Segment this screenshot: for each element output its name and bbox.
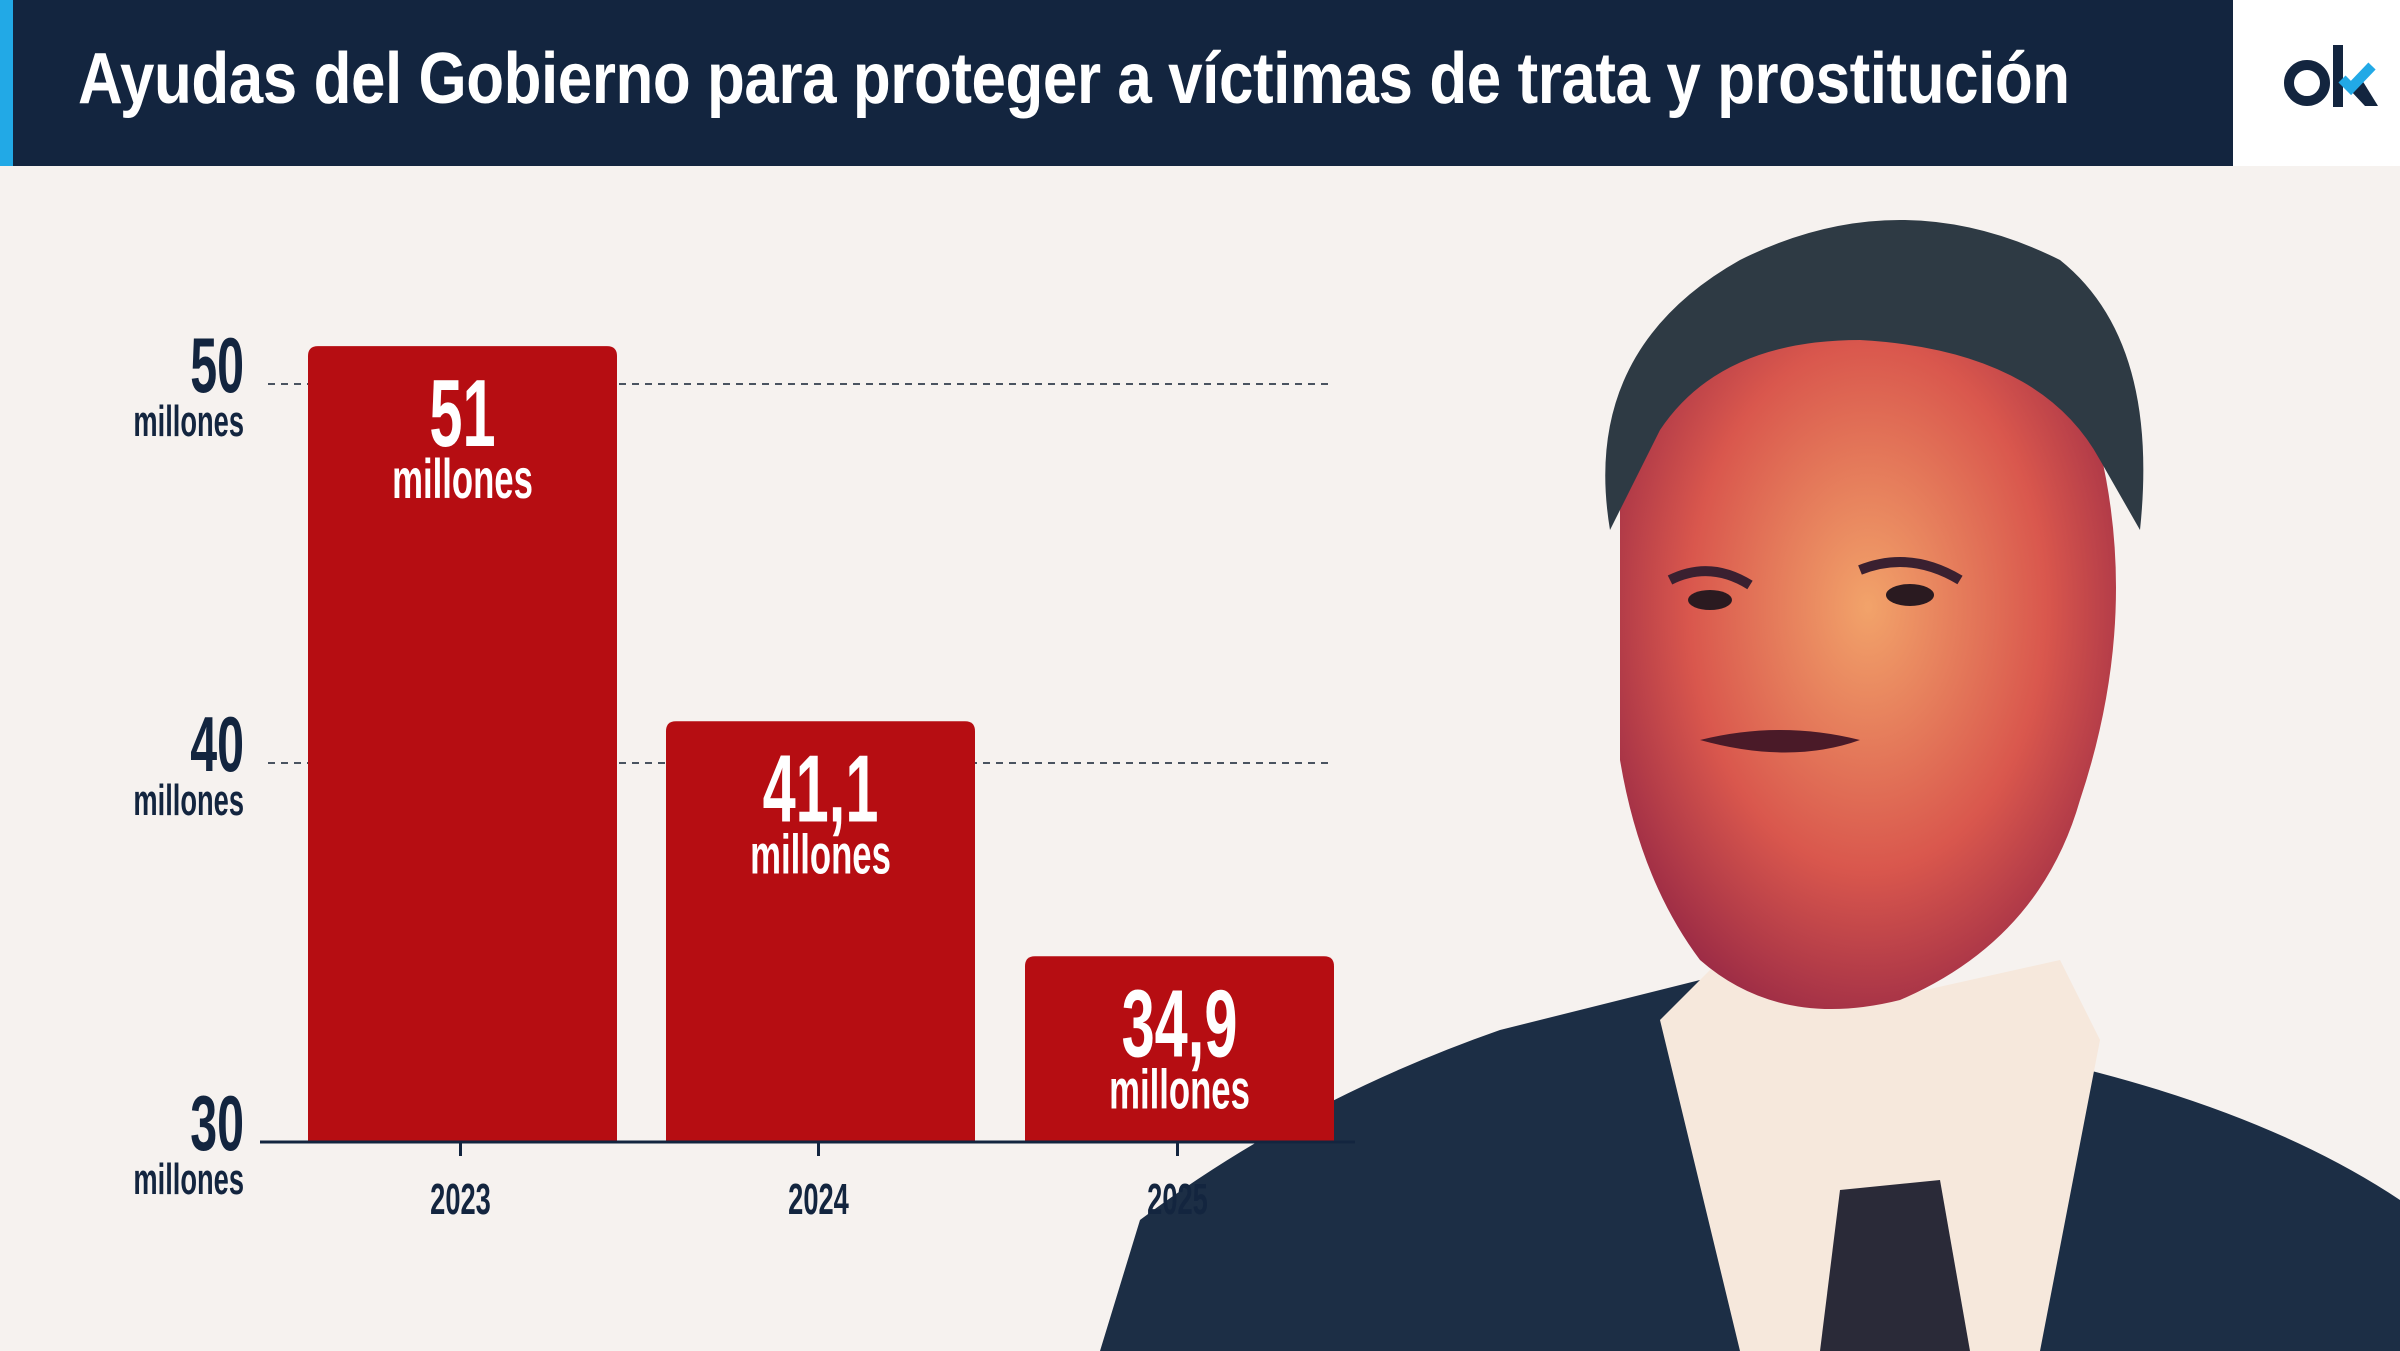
accent-strip [0,0,13,166]
page-title: Ayudas del Gobierno para proteger a víct… [78,39,2070,119]
y-tick-label: 50 [190,321,244,409]
bar-value-label: 41,1 [763,735,879,842]
y-tick-unit: millones [133,1154,244,1203]
bar-2023 [308,346,617,1143]
x-tick-label: 2025 [1147,1174,1208,1223]
bar-value-label: 34,9 [1122,970,1238,1077]
bar-2025 [1025,956,1334,1142]
bar-unit-label: millones [750,823,891,886]
x-tick-label: 2023 [430,1174,491,1223]
ok-logo-icon [2284,45,2378,107]
y-tick-unit: millones [133,775,244,824]
header-bar: Ayudas del Gobierno para proteger a víct… [0,0,2233,166]
bar-unit-label: millones [392,448,533,511]
x-tick-label: 2024 [788,1174,849,1223]
y-tick-label: 30 [190,1079,244,1167]
bar-value-label: 51 [429,360,495,467]
okdiario-logo [2233,0,2400,166]
y-tick-unit: millones [133,396,244,445]
y-tick-label: 40 [190,700,244,788]
politician-photo [1100,220,2400,1351]
bar-2024 [666,721,975,1142]
bar-unit-label: millones [1109,1058,1250,1121]
